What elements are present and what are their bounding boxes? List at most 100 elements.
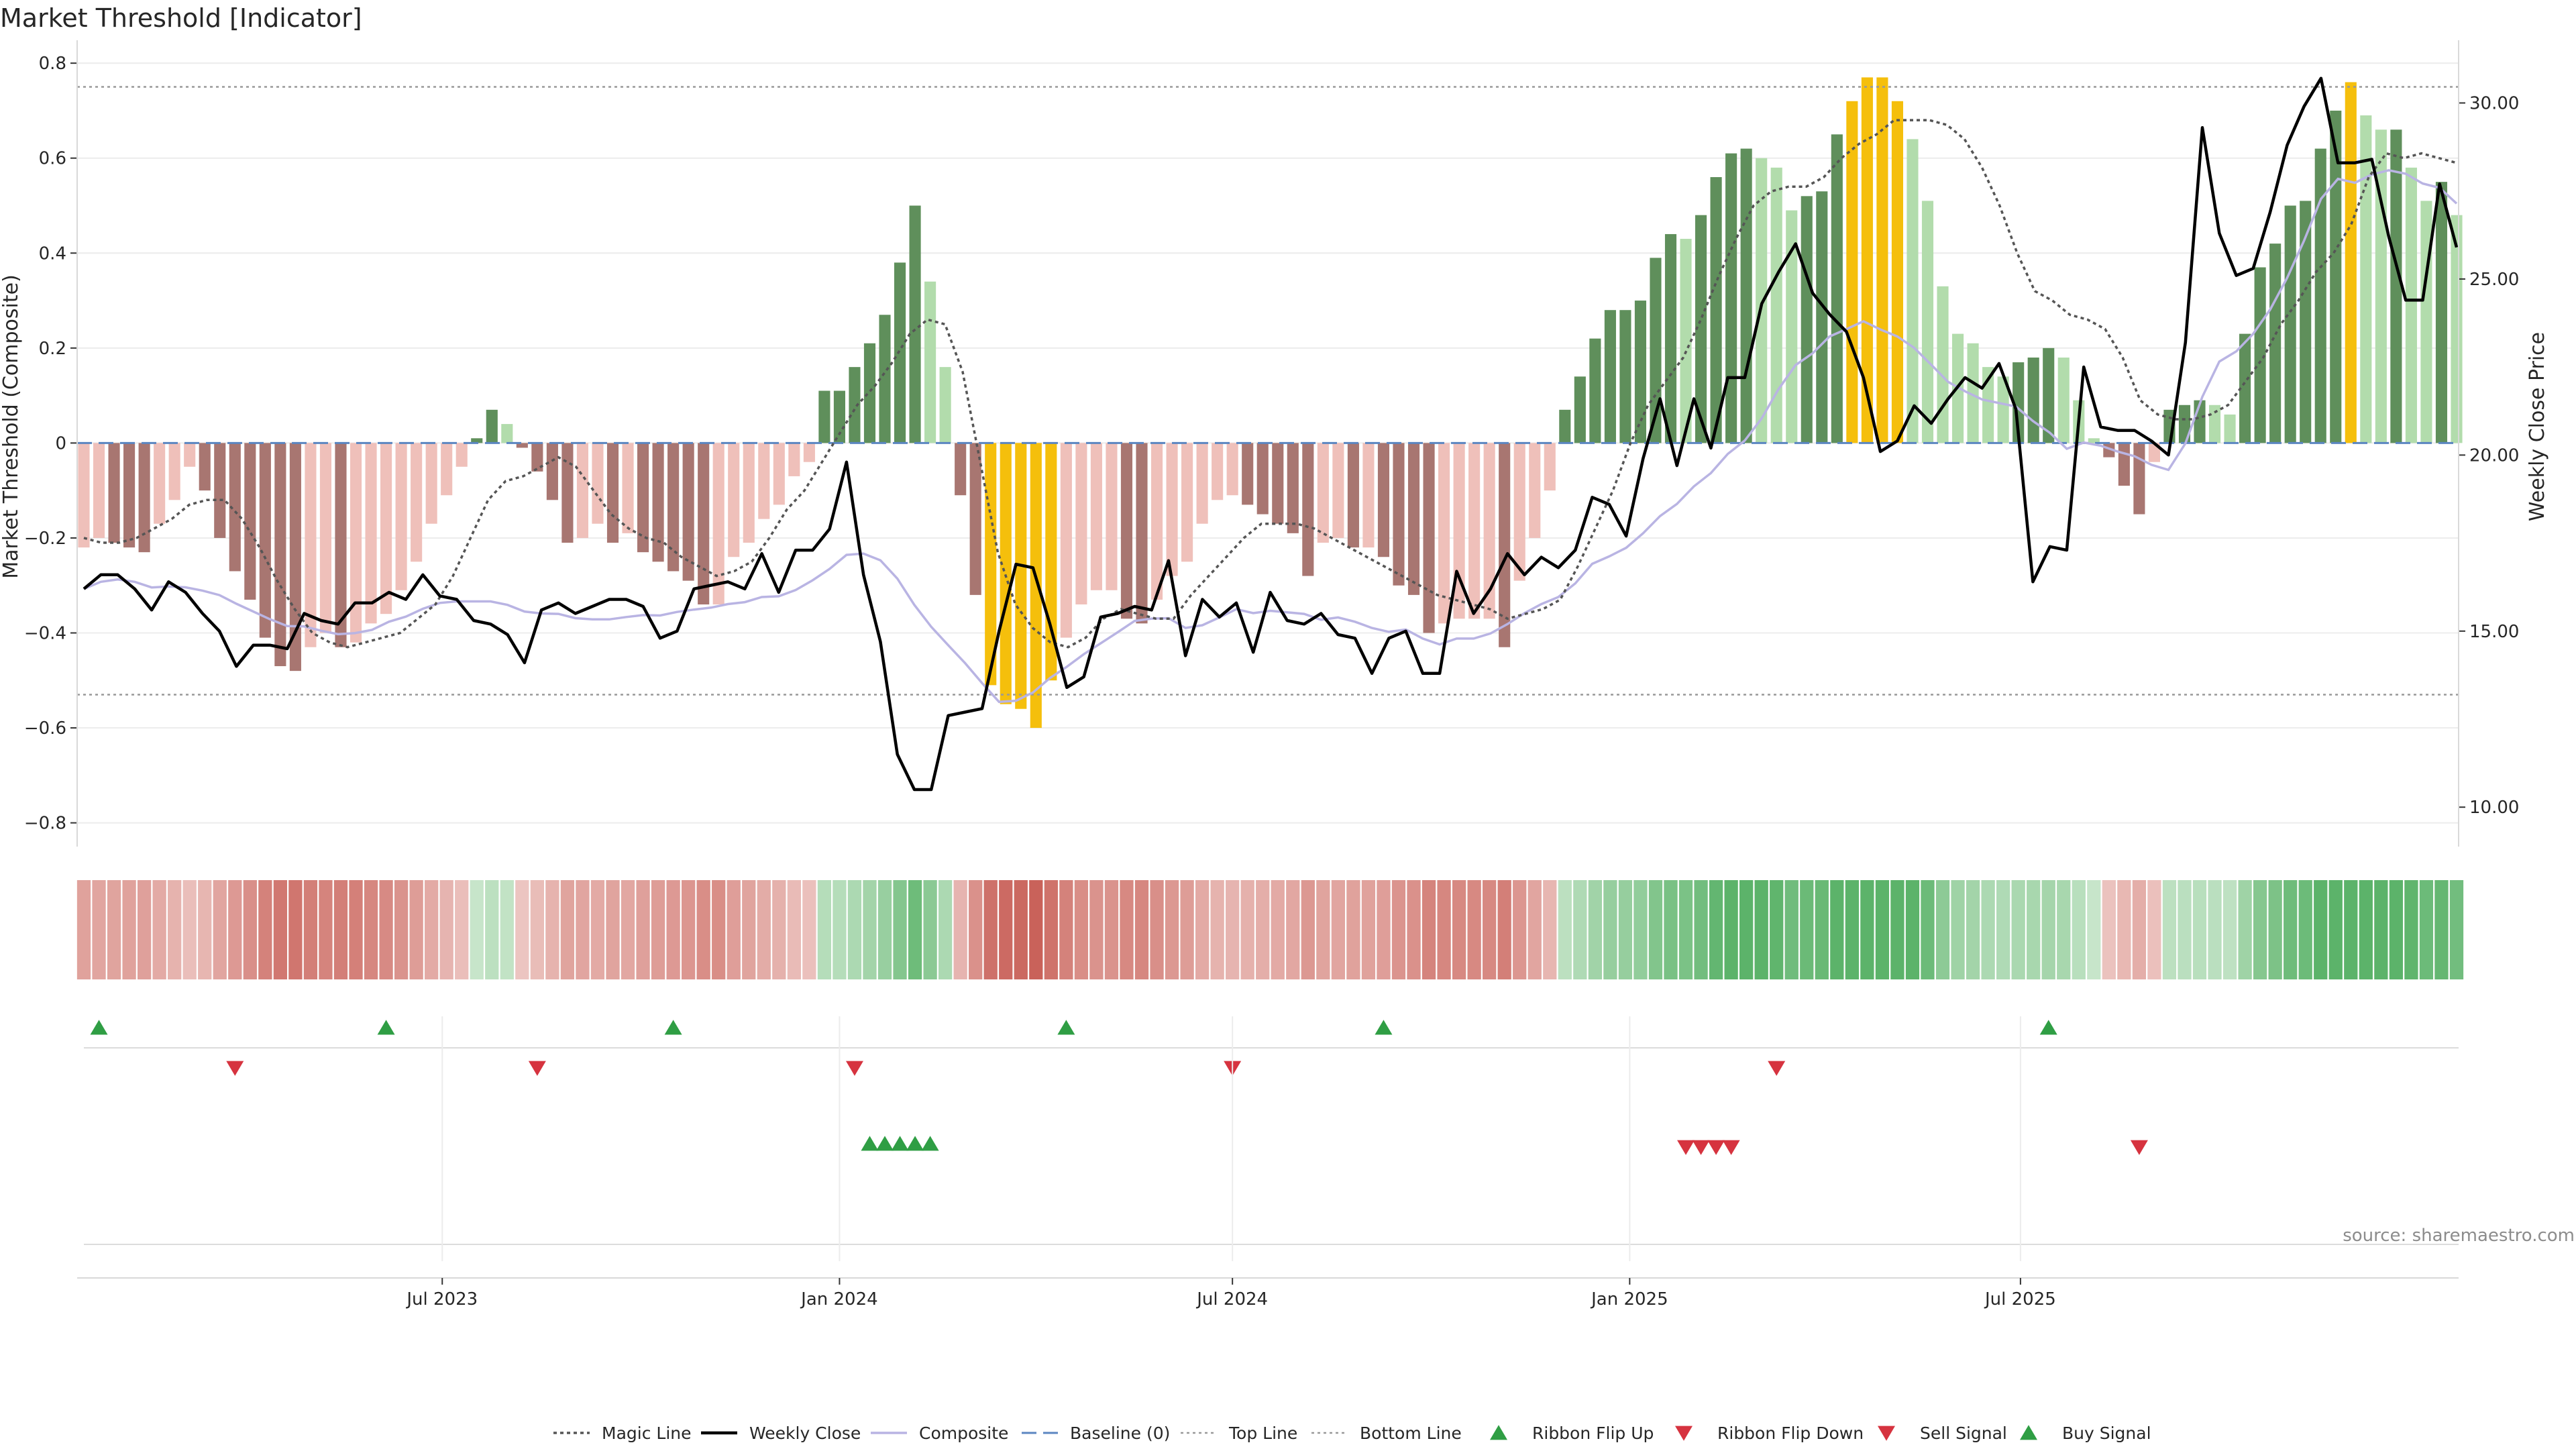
ribbon-cell	[666, 880, 680, 979]
series-lines	[77, 76, 2459, 792]
ribbon-cell	[1513, 880, 1527, 979]
composite-bar	[1861, 77, 1873, 443]
composite-bar	[1212, 443, 1224, 500]
legend-label: Bottom Line	[1360, 1424, 1462, 1443]
composite-bar	[637, 443, 649, 553]
ribbon-cell	[2449, 880, 2464, 979]
right-tick-label: 20.00	[2469, 445, 2519, 466]
left-tick-label: −0.2	[24, 529, 66, 549]
ribbon-cell	[455, 880, 469, 979]
ribbon-cell	[1588, 880, 1603, 979]
ribbon-cell	[1543, 880, 1557, 979]
composite-bar	[1589, 338, 1601, 443]
composite-bar	[486, 409, 498, 443]
composite-bar	[1362, 443, 1375, 548]
sell-signal-marker	[1707, 1140, 1725, 1155]
composite-bar	[1377, 443, 1390, 557]
ribbon-flip-up-marker	[2039, 1020, 2057, 1035]
composite-bar	[1997, 376, 2009, 443]
ribbon-cell	[983, 880, 998, 979]
ribbon-cell	[439, 880, 453, 979]
composite-bar	[274, 443, 286, 667]
ribbon-cell	[1407, 880, 1421, 979]
ribbon-cell	[1875, 880, 1890, 979]
legend-label: Top Line	[1228, 1424, 1297, 1443]
composite-bar	[1967, 343, 1979, 443]
composite-bar	[803, 443, 815, 462]
ribbon-cell	[1059, 880, 1073, 979]
composite-bar	[2224, 414, 2236, 443]
ribbon-cell	[1074, 880, 1089, 979]
legend-swatch	[1878, 1426, 1895, 1441]
composite-bar	[123, 443, 136, 548]
ribbon-flip-up-marker	[1375, 1020, 1393, 1035]
composite-bar	[350, 443, 362, 643]
ribbon-flip-panel	[84, 1020, 2459, 1076]
ribbon-cell	[1678, 880, 1693, 979]
composite-bar	[214, 443, 226, 538]
composite-bar	[1937, 286, 1949, 443]
composite-bar	[1090, 443, 1102, 590]
composite-bar	[969, 443, 981, 595]
ribbon-cell	[1301, 880, 1315, 979]
composite-bar	[1000, 443, 1012, 704]
ribbon-cell	[1860, 880, 1874, 979]
legend-label: Magic Line	[602, 1424, 692, 1443]
right-tick-label: 30.00	[2469, 93, 2519, 113]
ribbon-cell	[1150, 880, 1164, 979]
ribbon-cell	[1361, 880, 1376, 979]
composite-bar	[516, 443, 528, 448]
composite-bar	[1226, 443, 1238, 496]
ribbon-cell	[1180, 880, 1194, 979]
ribbon-cell	[1770, 880, 1784, 979]
composite-bar	[2300, 201, 2312, 443]
ribbon-cell	[1029, 880, 1043, 979]
composite-bar	[1106, 443, 1118, 590]
composite-bar	[592, 443, 604, 524]
ribbon-cell	[847, 880, 862, 979]
ribbon-cell	[999, 880, 1013, 979]
ribbon-flip-down-marker	[226, 1061, 244, 1076]
buy-signal-marker	[906, 1136, 924, 1151]
ribbon-cell	[2147, 880, 2161, 979]
ribbon-cell	[802, 880, 816, 979]
sell-signal-marker	[2130, 1140, 2148, 1155]
ribbon-flip-up-marker	[90, 1020, 108, 1035]
composite-bar	[2254, 267, 2266, 443]
composite-bar	[606, 443, 619, 543]
left-tick-label: 0.2	[39, 339, 66, 359]
left-tick-label: 0.8	[39, 54, 66, 74]
composite-bar	[849, 367, 861, 443]
ribbon-cell	[742, 880, 756, 979]
ribbon-cell	[1996, 880, 2010, 979]
ribbon-cell	[168, 880, 182, 979]
composite-bar	[531, 443, 543, 472]
x-axis: Jul 2023 Jan 2024 Jul 2024 Jan 2025 Jul 2025	[77, 1016, 2459, 1309]
ribbon-cell	[651, 880, 665, 979]
composite-bar	[1891, 101, 1904, 443]
composite-bar	[833, 390, 845, 443]
composite-bar	[411, 443, 423, 562]
ribbon-cell	[2208, 880, 2222, 979]
ribbon-cell	[1739, 880, 1754, 979]
ribbon-cell	[1421, 880, 1436, 979]
ribbon-cell	[1437, 880, 1451, 979]
composite-bar	[2088, 438, 2100, 443]
composite-bar	[2118, 443, 2130, 486]
ribbon-cell	[969, 880, 983, 979]
ribbon-flip-down-marker	[1768, 1061, 1786, 1076]
composite-bar	[2314, 148, 2326, 443]
composite-bar	[93, 443, 105, 538]
composite-bar	[955, 443, 967, 496]
composite-bar	[2239, 333, 2251, 443]
ribbon-cell	[560, 880, 575, 979]
composite-line	[83, 169, 2458, 704]
ribbon-cell	[1603, 880, 1617, 979]
ribbon-cell	[288, 880, 303, 979]
buy-signal-marker	[921, 1136, 939, 1151]
ribbon-cell	[1497, 880, 1511, 979]
composite-bar	[2178, 405, 2191, 443]
ribbon-cell	[182, 880, 197, 979]
buy-signal-marker	[876, 1136, 894, 1151]
ribbon-cell	[636, 880, 650, 979]
